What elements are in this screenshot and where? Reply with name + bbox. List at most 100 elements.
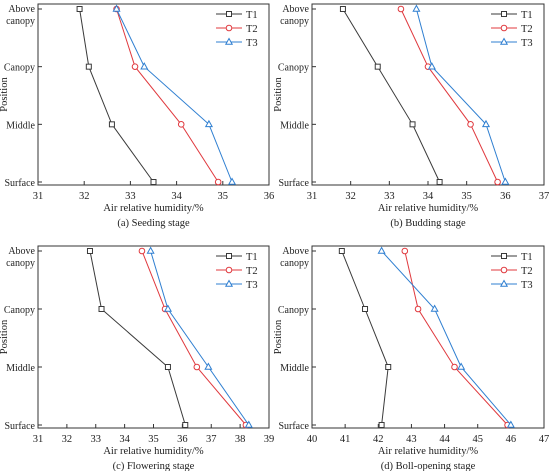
data-point-T1 (85, 63, 92, 70)
data-point-T2 (177, 121, 185, 128)
legend-marker (224, 279, 234, 287)
x-axis-label: Air relative humidity/% (378, 203, 479, 214)
y-axis-label: Position (0, 319, 10, 354)
data-point-T1 (164, 364, 171, 370)
x-tick-label: 43 (406, 434, 417, 445)
y-category-label: Middle (280, 363, 309, 374)
x-tick-label: 38 (235, 434, 246, 445)
y-axis-label: Position (273, 319, 284, 354)
x-tick-label: 34 (171, 191, 182, 202)
series-T1 (76, 6, 157, 185)
data-point-T3 (244, 420, 253, 428)
legend-label: T2 (246, 266, 258, 277)
y-category-line: canopy (6, 16, 35, 27)
y-category-label: Surface (278, 178, 309, 189)
x-tick-label: 37 (206, 434, 217, 445)
data-point-T3 (227, 177, 237, 185)
y-category-line: Surface (4, 178, 35, 189)
y-category-line: Above (282, 246, 309, 257)
x-tick-label: 44 (439, 434, 450, 445)
data-point-T1 (385, 364, 392, 370)
y-category-line: Middle (6, 120, 35, 131)
panel-caption: (c) Flowering stage (113, 461, 195, 471)
series-line-T1 (342, 8, 441, 183)
data-point-T3 (457, 362, 466, 370)
series-line-T1 (79, 8, 154, 183)
x-tick-label: 34 (119, 434, 130, 445)
x-tick-label: 34 (423, 191, 434, 202)
data-point-T1 (108, 121, 115, 128)
data-point-T3 (112, 4, 121, 12)
legend: T1 T2 T3 (491, 252, 533, 291)
data-point-T1 (436, 179, 443, 185)
data-point-T1 (339, 6, 346, 12)
series-line-T3 (150, 250, 250, 426)
data-point-T1 (409, 121, 416, 128)
legend: T1 T2 T3 (216, 252, 258, 291)
series-T1 (339, 6, 443, 185)
y-category-line: Canopy (4, 305, 35, 316)
legend-label: T1 (246, 252, 258, 263)
data-point-T2 (193, 363, 201, 371)
legend: T1 T2 T3 (216, 10, 258, 49)
legend-label: T1 (521, 252, 533, 263)
x-tick-label: 33 (91, 434, 102, 445)
data-point-T1 (150, 179, 157, 185)
y-category-line: canopy (280, 16, 309, 27)
data-point-T3 (377, 246, 386, 254)
x-tick-label: 35 (218, 191, 229, 202)
x-tick-label: 42 (373, 434, 384, 445)
data-point-T3 (430, 304, 439, 312)
legend-label: T2 (246, 24, 258, 35)
x-tick-label: 37 (539, 191, 550, 202)
y-category-label: Canopy (4, 63, 35, 74)
y-category-label: Surface (4, 421, 35, 432)
data-point-T3 (501, 177, 510, 185)
x-tick-label: 36 (500, 191, 511, 202)
legend-marker (499, 37, 509, 45)
panel-caption: (d) Boll-opening stage (381, 461, 476, 471)
legend-marker (499, 279, 509, 287)
legend: T1 T2 T3 (491, 10, 533, 49)
legend-label: T2 (521, 266, 533, 277)
x-tick-label: 32 (79, 191, 90, 202)
y-axis-label: Position (0, 77, 10, 112)
data-point-T2 (451, 363, 458, 371)
y-category-line: Canopy (278, 305, 309, 316)
series-line-T2 (400, 8, 499, 183)
y-category-label: Middle (6, 120, 35, 131)
data-point-T1 (98, 306, 105, 312)
data-point-T1 (362, 306, 369, 312)
series-T1 (338, 248, 392, 428)
plot-frame (311, 245, 545, 429)
data-point-T2 (494, 178, 501, 186)
plot-frame (37, 3, 270, 186)
plot-frame (37, 245, 270, 429)
legend-marker (226, 11, 232, 17)
data-point-T3 (146, 246, 155, 254)
x-tick-label: 33 (125, 191, 136, 202)
y-category-label: Surface (278, 421, 309, 432)
y-category-line: Middle (280, 363, 309, 374)
x-axis-label: Air relative humidity/% (103, 203, 204, 214)
y-category-line: Above (8, 4, 35, 15)
series-line-T3 (116, 8, 233, 183)
y-category-label: Middle (6, 363, 35, 374)
y-category-line: Canopy (4, 63, 35, 74)
data-point-T2 (401, 247, 409, 255)
series-T3 (412, 4, 510, 185)
data-point-T2 (131, 63, 139, 70)
series-T2 (113, 5, 222, 186)
x-tick-label: 31 (33, 434, 44, 445)
x-tick-label: 45 (472, 434, 483, 445)
y-category-label: Canopy (4, 305, 35, 316)
x-tick-label: 35 (148, 434, 159, 445)
